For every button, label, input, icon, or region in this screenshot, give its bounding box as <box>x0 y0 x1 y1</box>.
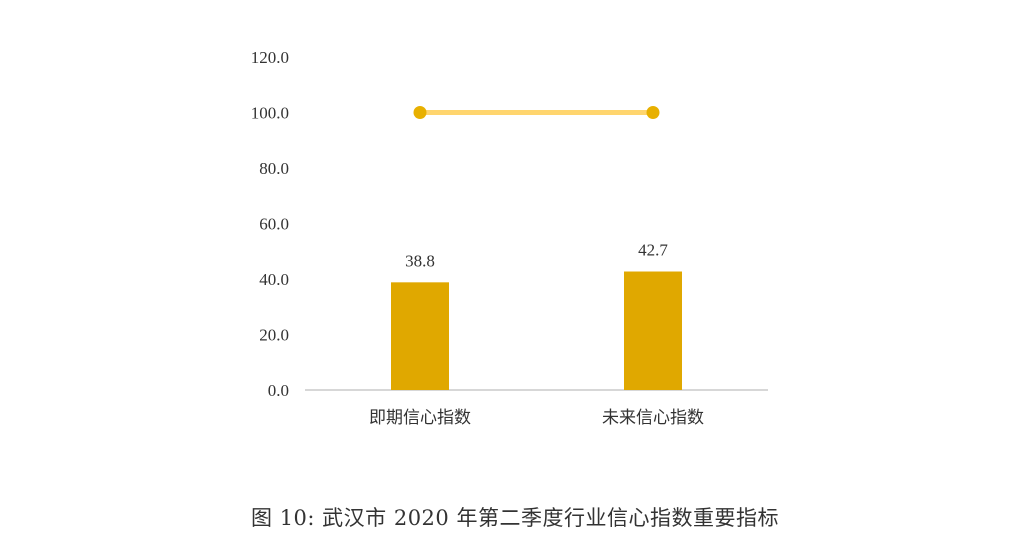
y-tick-label: 60.0 <box>259 215 289 234</box>
y-tick-label: 80.0 <box>259 159 289 178</box>
x-tick-label: 未来信心指数 <box>602 408 704 427</box>
y-tick-label: 120.0 <box>251 48 289 67</box>
y-tick-label: 0.0 <box>268 381 289 400</box>
bar-chart: 0.0 20.0 40.0 60.0 80.0 100.0 120.0 38.8 42.7 即… <box>251 48 768 427</box>
figure-caption: 图 10: 武汉市 2020 年第二季度行业信心指数重要指标 <box>251 506 779 530</box>
x-tick-label: 即期信心指数 <box>369 408 471 427</box>
y-tick-label: 100.0 <box>251 104 289 123</box>
reference-line-marker <box>646 106 660 119</box>
bar <box>391 282 449 390</box>
y-tick-label: 40.0 <box>259 270 289 289</box>
y-tick-label: 20.0 <box>259 326 289 345</box>
reference-line <box>413 106 660 119</box>
x-axis-labels: 即期信心指数 未来信心指数 <box>369 408 704 427</box>
bar-value-label: 38.8 <box>405 251 435 270</box>
y-axis-ticks: 0.0 20.0 40.0 60.0 80.0 100.0 120.0 <box>251 48 289 400</box>
reference-line-marker <box>413 106 427 119</box>
bars <box>391 271 682 390</box>
bar-value-label: 42.7 <box>638 241 668 260</box>
bar <box>624 271 682 390</box>
bar-value-labels: 38.8 42.7 <box>405 241 668 271</box>
